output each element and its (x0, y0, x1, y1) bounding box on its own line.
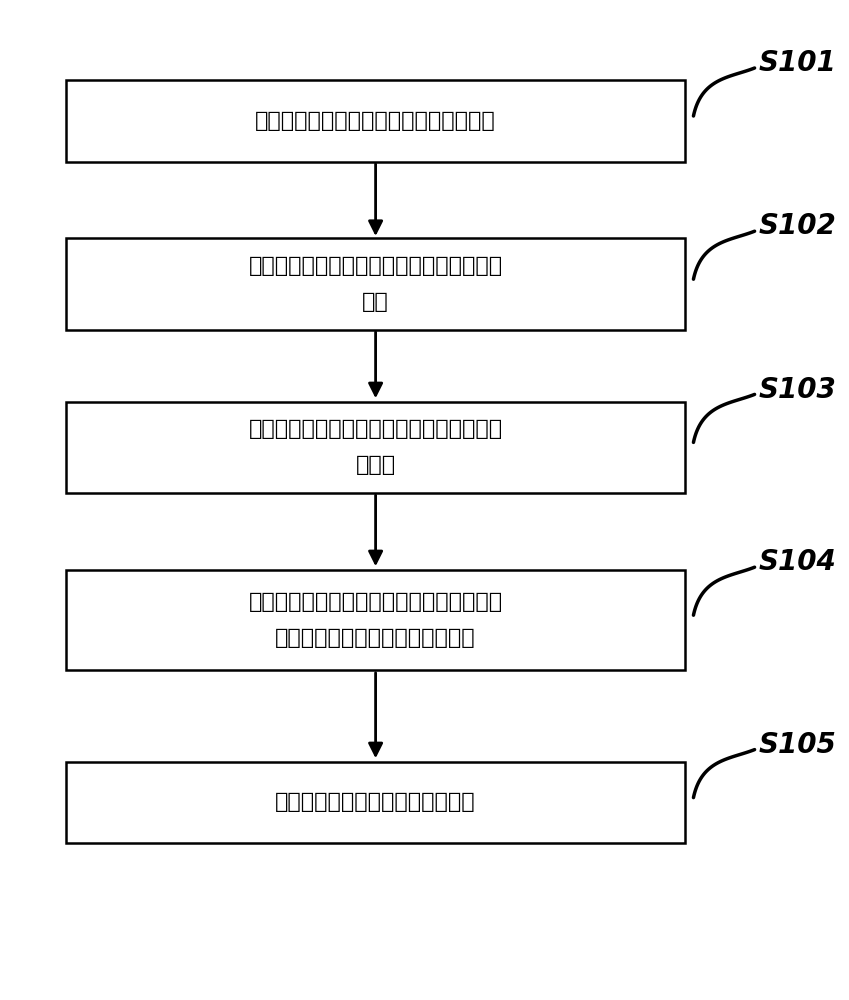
Bar (66, 762, 685, 843)
Text: S102: S102 (759, 212, 836, 240)
Text: 将检测到的柔直受端换流站网侧信息作为模: 将检测到的柔直受端换流站网侧信息作为模 (249, 419, 503, 439)
Bar (66, 238, 685, 330)
Bar (66, 570, 685, 670)
Text: 最优值并对模型的合理性进行检验: 最优值并对模型的合理性进行检验 (275, 628, 476, 648)
Bar (66, 80, 685, 162)
Bar (66, 402, 685, 493)
Text: 利用已有数据对模型进行训练，确定参数的: 利用已有数据对模型进行训练，确定参数的 (249, 592, 503, 612)
Text: S105: S105 (759, 731, 836, 759)
Text: S103: S103 (759, 376, 836, 404)
Text: 型输入: 型输入 (356, 455, 396, 475)
Text: 始化: 始化 (363, 292, 389, 312)
Text: S104: S104 (759, 548, 836, 576)
Text: 利用模型进行计算，得到判定结果: 利用模型进行计算，得到判定结果 (275, 792, 476, 812)
Text: 收集柔直受端换流站实验或历史运行数据: 收集柔直受端换流站实验或历史运行数据 (256, 111, 496, 131)
Text: 构建基于智能算法的数学模型，并将参数初: 构建基于智能算法的数学模型，并将参数初 (249, 256, 503, 276)
Text: S101: S101 (759, 49, 836, 77)
